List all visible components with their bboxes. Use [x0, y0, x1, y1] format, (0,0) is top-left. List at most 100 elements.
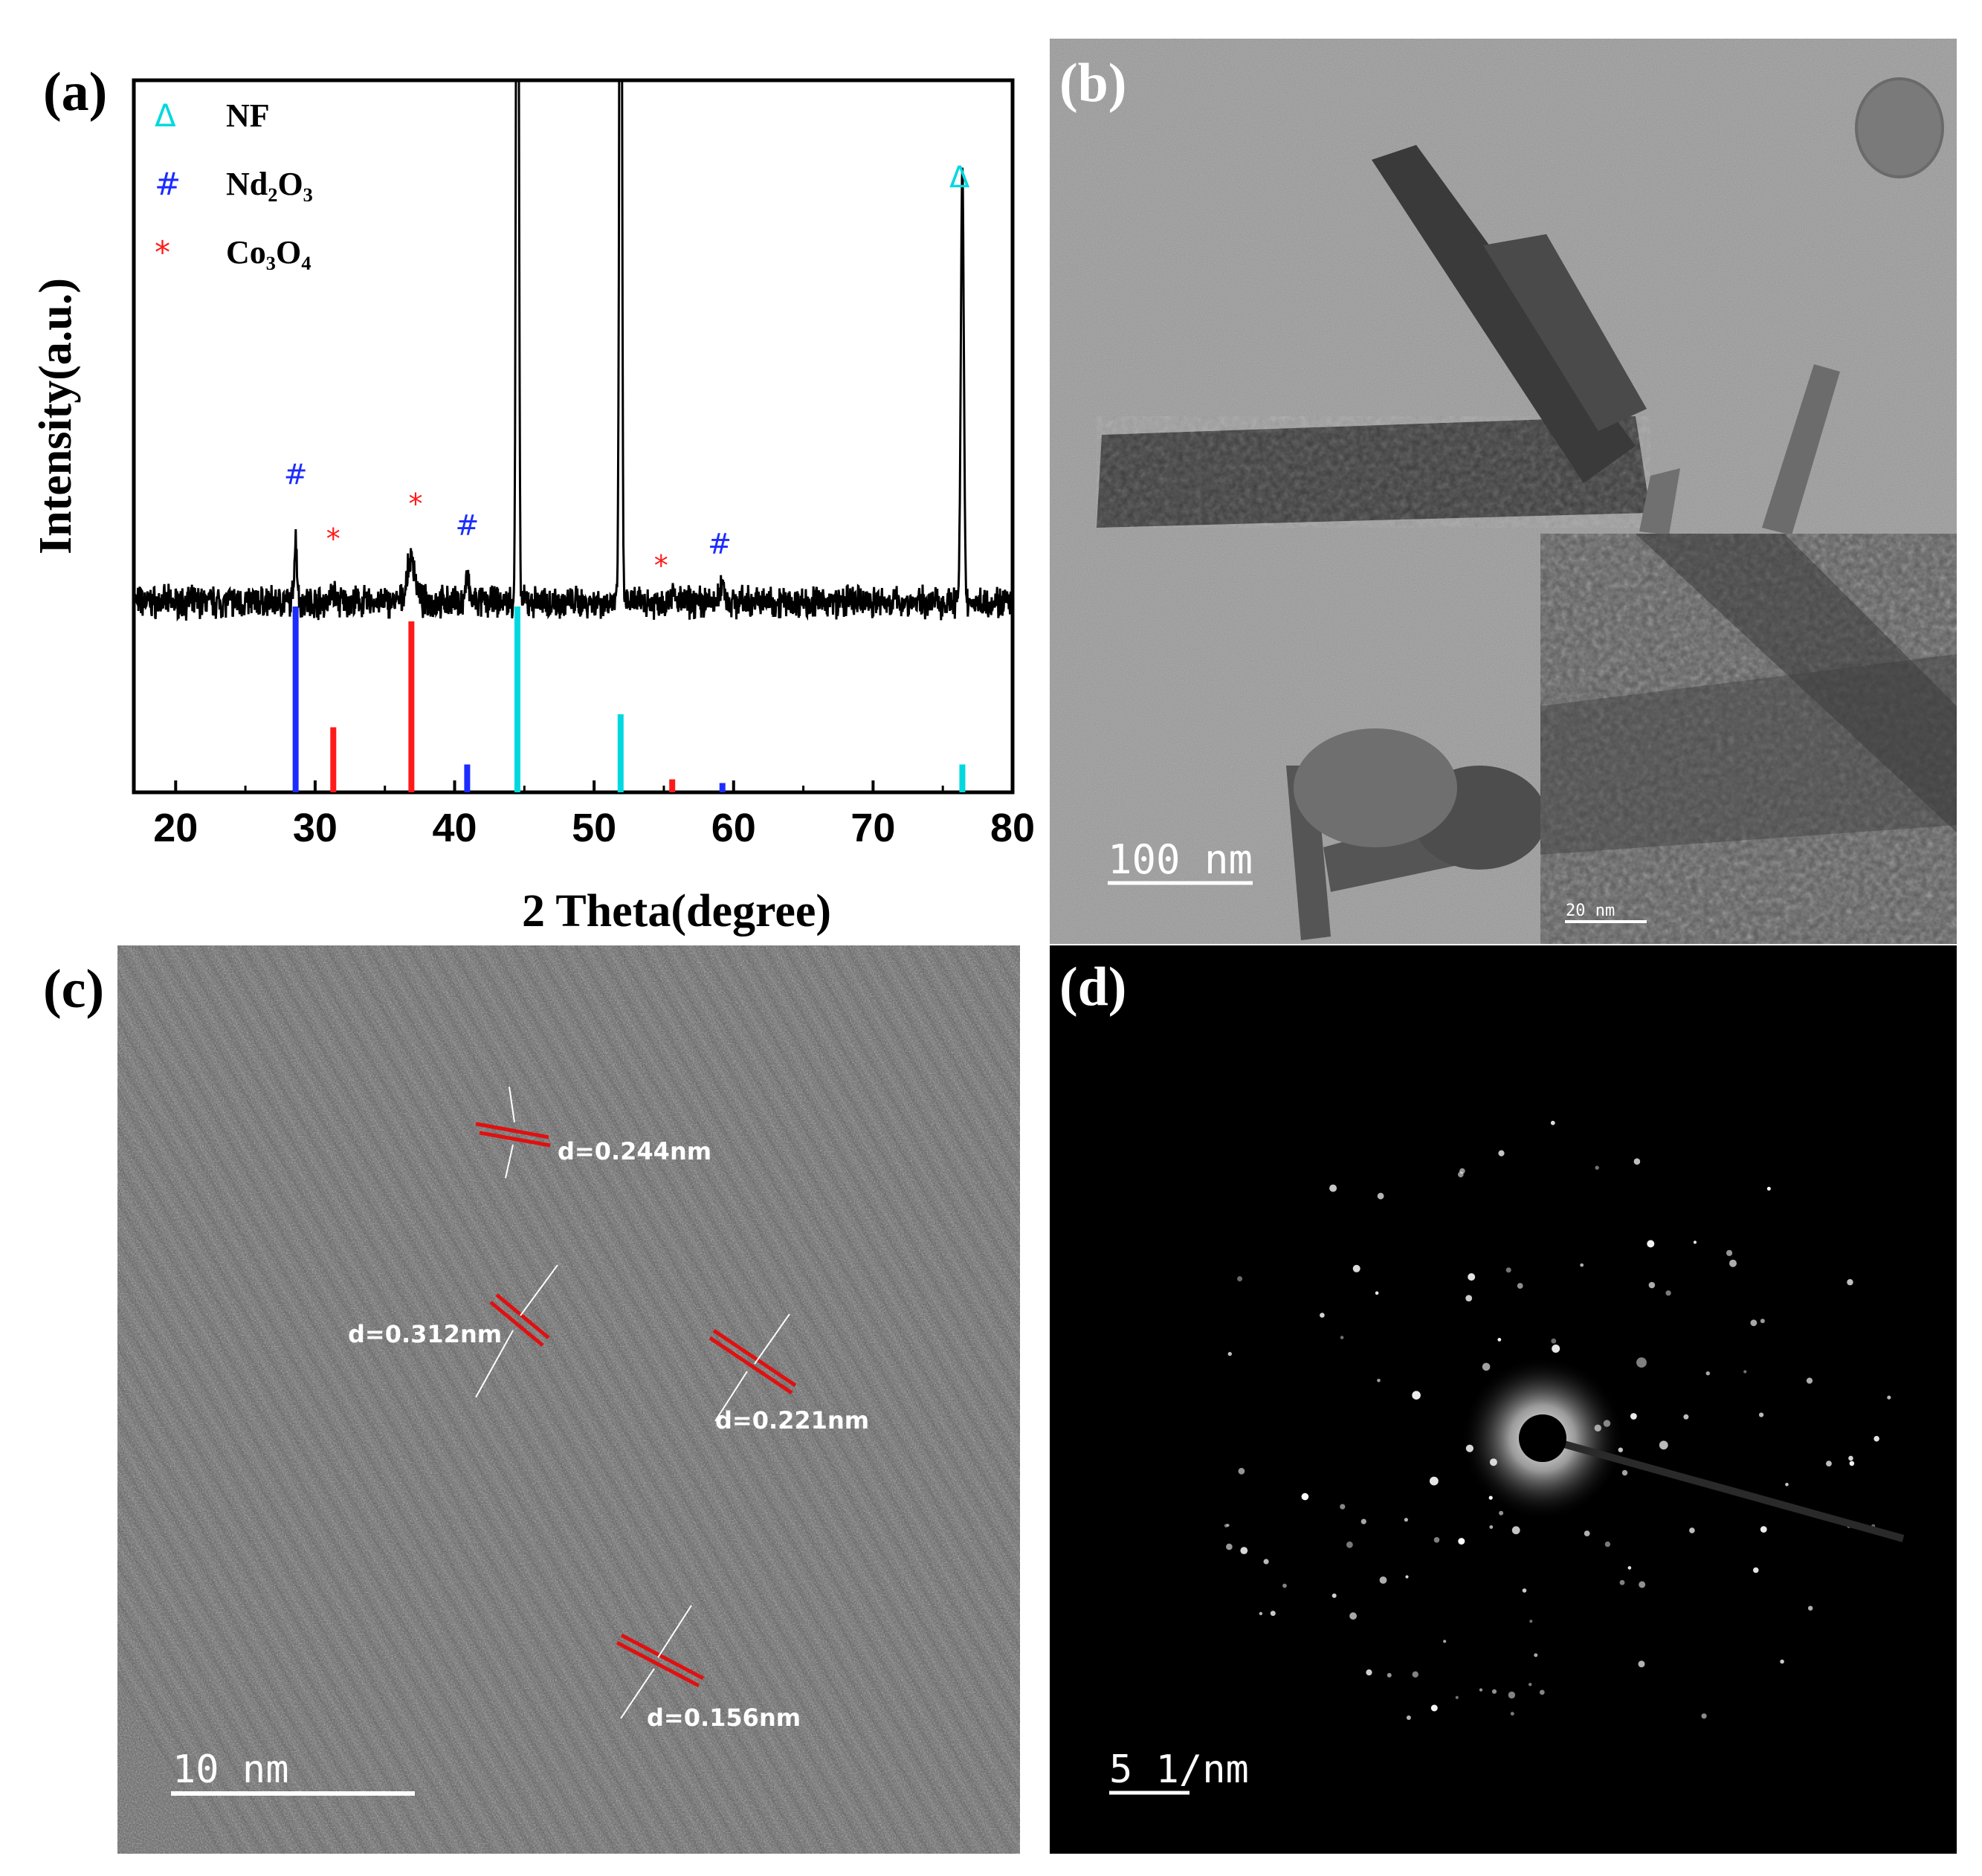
lattice-fringe — [117, 1250, 463, 1854]
lattice-fringe — [117, 1559, 286, 1854]
diffraction-spot — [1430, 1476, 1439, 1486]
diffraction-spot — [1785, 1483, 1789, 1487]
lattice-fringe — [667, 945, 1020, 1562]
diffraction-spot — [1594, 1424, 1601, 1432]
diffraction-spot — [1659, 1440, 1668, 1450]
diffraction-spot — [1873, 1435, 1879, 1442]
nanorods — [1097, 145, 1840, 940]
lattice-fringe — [833, 945, 1020, 1271]
lattice-fringe — [708, 945, 1020, 1490]
lattice-fringe — [448, 945, 973, 1854]
lattice-fringe — [117, 1268, 453, 1854]
diffraction-spot — [1808, 1605, 1813, 1611]
peak-marker: # — [455, 509, 479, 542]
diffraction-spot — [1618, 1447, 1623, 1452]
lattice-fringe — [771, 945, 1020, 1380]
peak-marker: * — [326, 523, 340, 555]
lattice-fringe — [117, 1450, 349, 1854]
lattice-fringe — [117, 1359, 401, 1854]
lattice-fringe — [729, 945, 1020, 1453]
diffraction-spot — [1488, 1495, 1493, 1500]
diffraction-spot — [1346, 1541, 1353, 1548]
diffraction-spot — [1580, 1263, 1584, 1267]
lattice-fringe — [344, 945, 869, 1854]
diffraction-spot — [1522, 1588, 1527, 1593]
lattice-fringe — [480, 945, 1004, 1854]
lattice-fringe — [355, 945, 879, 1854]
lattice-fringe — [511, 945, 1020, 1834]
lattice-fringe — [136, 945, 661, 1854]
nanorod-diagonal-1 — [1372, 145, 1636, 483]
lattice-fringe — [802, 945, 1020, 1326]
diffraction-spot — [1497, 1338, 1502, 1342]
lattice-fringe — [844, 945, 1020, 1253]
diffraction-spot — [1340, 1336, 1344, 1339]
diffraction-spot — [1759, 1412, 1764, 1417]
diffraction-spot — [1729, 1259, 1737, 1267]
lattice-fringe — [117, 1050, 578, 1854]
diffraction-spot — [1743, 1370, 1747, 1374]
diffraction-spot — [1412, 1671, 1419, 1678]
lattice-fringe — [542, 945, 1020, 1780]
diffraction-spot — [1375, 1291, 1379, 1295]
arrow — [754, 1313, 790, 1365]
legend-label: Nd₂O₃ — [226, 166, 313, 202]
tem-inset: 20 nm — [1540, 534, 1957, 944]
diffraction-spot — [1491, 1689, 1497, 1694]
diffraction-spot — [1753, 1567, 1759, 1573]
x-axis-title: 2 Theta(degree) — [522, 886, 831, 937]
diffraction-spot — [1534, 1653, 1538, 1657]
diffraction-spot — [1627, 1566, 1632, 1570]
inset-rod — [1636, 534, 1957, 832]
lattice-fringe — [117, 1468, 338, 1854]
lattice-fringe — [813, 945, 1020, 1307]
lattice-fringe — [896, 945, 1020, 1162]
lattice-fringe — [719, 945, 1020, 1471]
diffraction-spot — [1349, 1612, 1357, 1620]
lattice-fringe — [375, 945, 900, 1854]
diffraction-spot — [1499, 1510, 1504, 1516]
diffraction-spot — [1887, 1395, 1891, 1400]
diffraction-spot — [1847, 1278, 1853, 1286]
diffraction-spot — [1468, 1273, 1476, 1281]
lattice-fringe — [625, 945, 1020, 1634]
lattice-fringe — [117, 1377, 390, 1854]
diffraction-spot — [1226, 1524, 1230, 1527]
diffraction-spot — [1237, 1276, 1243, 1281]
diffraction-spot — [1551, 1338, 1557, 1344]
diffraction-spot — [1826, 1461, 1832, 1466]
diffraction-spot — [1529, 1683, 1532, 1686]
lattice-fringe — [117, 1668, 224, 1854]
diffraction-spot — [1517, 1283, 1523, 1289]
diffraction-spot — [1689, 1527, 1695, 1533]
scalebar-label: 10 nm — [172, 1747, 289, 1792]
d-spacing-annotations: d=0.244nm d=0.312nm d=0.221nm d=0.156nm — [348, 1086, 869, 1732]
diffraction-spot — [1482, 1362, 1491, 1371]
tem-image-panel: 20 nm 100 nm — [1050, 39, 1957, 944]
lattice-fringe — [117, 1196, 494, 1854]
fringe-marker — [620, 1633, 705, 1681]
fringe-marker — [616, 1640, 700, 1688]
arrow — [520, 1264, 558, 1316]
diffraction-spot — [1636, 1357, 1647, 1368]
lattice-fringe — [313, 945, 838, 1854]
diffraction-spot — [1848, 1455, 1853, 1461]
lattice-fringe — [117, 1032, 588, 1854]
lattice-fringe — [146, 945, 671, 1854]
diffraction-spot — [1443, 1640, 1447, 1643]
diffraction-spot — [1301, 1492, 1309, 1501]
diffraction-spot — [1511, 1526, 1520, 1535]
diffraction-spot — [1366, 1669, 1372, 1676]
diffraction-spot — [1630, 1413, 1637, 1420]
lattice-fringe — [396, 945, 921, 1854]
lattice-fringe — [209, 945, 734, 1854]
lattice-fringe — [117, 1214, 484, 1854]
diffraction-spot — [1465, 1295, 1473, 1301]
lattice-fringe — [854, 945, 1020, 1235]
lattice-fringe — [750, 945, 1020, 1417]
lattice-fringe — [117, 1159, 515, 1854]
diffraction-spot — [1238, 1467, 1245, 1475]
inset-scalebar-label: 20 nm — [1566, 902, 1615, 920]
lattice-fringe — [117, 1287, 442, 1854]
